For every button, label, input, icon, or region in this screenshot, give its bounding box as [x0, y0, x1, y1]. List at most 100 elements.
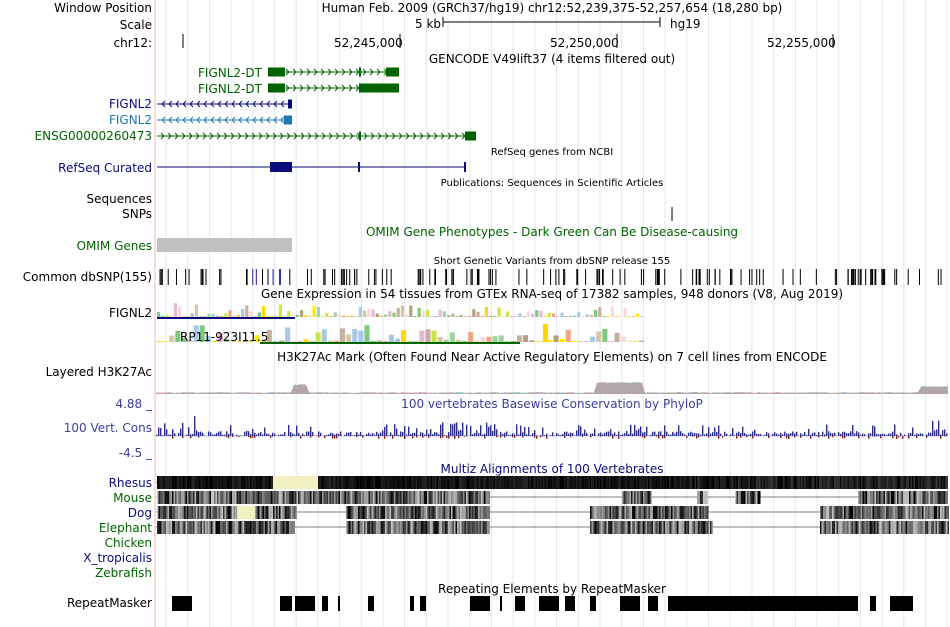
gtex-gene-label-rp11[interactable]: RP11-923I11.5 — [180, 330, 269, 344]
dog-block — [421, 506, 423, 519]
conservation-bar-neg — [722, 436, 724, 438]
mouse-block — [299, 491, 301, 504]
conservation-bar-neg — [378, 436, 380, 439]
dog-block — [630, 506, 632, 519]
rhesus-block — [324, 476, 326, 489]
dog-block — [270, 506, 272, 519]
elephant-block — [463, 521, 465, 534]
rhesus-block — [862, 476, 864, 489]
mouse-block — [274, 491, 276, 504]
omim-track-label[interactable]: OMIM Genes — [76, 239, 152, 253]
gene-label-fignl2-1[interactable]: FIGNL2 — [108, 97, 152, 111]
conservation-bar-neg — [832, 436, 834, 438]
elephant-block — [478, 521, 480, 534]
ensg00000260473-arrow — [363, 132, 368, 140]
dog-block — [161, 506, 163, 519]
gtex-bar-fignl2 — [325, 313, 329, 317]
mouse-block — [341, 491, 343, 504]
rhesus-block — [888, 476, 890, 489]
elephant-block — [379, 521, 381, 534]
repeatmasker-track-label[interactable]: RepeatMasker — [66, 596, 152, 610]
h3k27ac-track-label[interactable]: Layered H3K27Ac — [45, 365, 152, 379]
rhesus-block — [369, 476, 371, 489]
gtex-gene-label-fignl2[interactable]: FIGNL2 — [108, 306, 152, 320]
species-label-x-tropicalis[interactable]: X_tropicalis — [83, 551, 152, 565]
mouse-block — [395, 491, 397, 504]
rhesus-block — [841, 476, 843, 489]
elephant-block — [383, 521, 385, 534]
conservation-bar — [794, 433, 796, 436]
rhesus-block — [724, 476, 726, 489]
rhesus-block — [676, 476, 678, 489]
mouse-block — [867, 491, 869, 504]
repeat-element — [500, 596, 502, 611]
dog-block — [668, 506, 670, 519]
gtex-bar-fignl2 — [249, 310, 253, 317]
conservation-bar-neg — [828, 436, 830, 439]
dog-block — [893, 506, 895, 519]
dog-block — [826, 506, 828, 519]
rhesus-block — [808, 476, 810, 489]
gtex-bar-rp11 — [211, 341, 217, 342]
mouse-block — [942, 491, 944, 504]
conservation-bar-neg — [692, 436, 694, 437]
species-label-mouse[interactable]: Mouse — [113, 491, 152, 505]
dog-block — [485, 506, 487, 519]
mouse-block — [371, 491, 373, 504]
ensg00000260473-arrow — [258, 132, 263, 140]
conservation-track-label[interactable]: 100 Vert. Cons — [63, 421, 152, 435]
species-label-elephant[interactable]: Elephant — [98, 521, 152, 535]
mouse-block — [290, 491, 292, 504]
elephant-block — [449, 521, 451, 534]
gene-label-fignl2-2[interactable]: FIGNL2 — [108, 113, 152, 127]
refseq-track-label[interactable]: RefSeq Curated — [58, 161, 152, 175]
gtex-bar-rp11 — [376, 340, 382, 342]
elephant-block — [451, 521, 453, 534]
rhesus-block — [768, 476, 770, 489]
conservation-bar — [518, 434, 520, 436]
repeat-element — [539, 596, 559, 611]
gtex-bar-fignl2 — [367, 308, 371, 317]
elephant-block — [191, 521, 193, 534]
dog-block — [671, 506, 673, 519]
species-label-chicken[interactable]: Chicken — [104, 536, 152, 550]
conservation-bar — [886, 434, 888, 436]
species-label-zebrafish[interactable]: Zebrafish — [95, 566, 152, 580]
gtex-bar-fignl2 — [455, 316, 459, 317]
dog-block — [594, 506, 596, 519]
elephant-block — [161, 521, 163, 534]
elephant-block — [185, 521, 187, 534]
conservation-bar — [576, 430, 578, 436]
rhesus-block — [901, 476, 903, 489]
conservation-bar — [214, 434, 216, 436]
species-label-rhesus[interactable]: Rhesus — [108, 476, 152, 490]
gene-label-fignl2-dt-1[interactable]: FIGNL2-DT — [198, 66, 262, 80]
conservation-bar — [732, 428, 734, 436]
fignl2-dt-1-arrow — [376, 68, 381, 76]
dog-block — [202, 506, 204, 519]
dbsnp-track-label[interactable]: Common dbSNP(155) — [22, 270, 152, 284]
species-label-dog[interactable]: Dog — [127, 506, 152, 520]
rhesus-block — [804, 476, 806, 489]
gtex-bar-fignl2 — [220, 316, 224, 317]
gtex-bar-fignl2 — [564, 316, 568, 317]
conservation-bar — [406, 434, 408, 436]
gene-label-fignl2-dt-2[interactable]: FIGNL2-DT — [198, 82, 262, 96]
elephant-block — [197, 521, 199, 534]
mouse-block — [439, 491, 441, 504]
dog-block — [830, 506, 832, 519]
rhesus-block — [754, 476, 756, 489]
elephant-block — [910, 521, 912, 534]
mouse-block — [915, 491, 917, 504]
rhesus-block — [357, 476, 359, 489]
elephant-block — [639, 521, 641, 534]
conservation-bar — [328, 434, 330, 436]
h3k27ac-track-title: H3K27Ac Mark (Often Found Near Active Re… — [277, 350, 827, 364]
gene-label-ensg00000260473[interactable]: ENSG00000260473 — [34, 129, 152, 143]
conservation-bar — [182, 422, 184, 436]
rhesus-block — [358, 476, 360, 489]
rhesus-block — [528, 476, 530, 489]
elephant-block — [253, 521, 255, 534]
